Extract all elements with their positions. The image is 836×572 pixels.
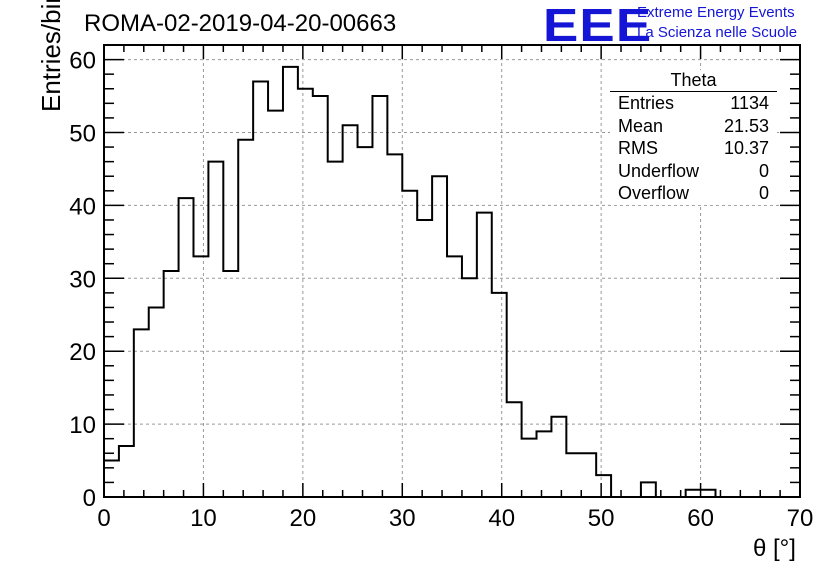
y-axis-label: Entries/bin <box>36 0 66 112</box>
x-tick-label: 10 <box>190 505 217 532</box>
y-tick-label: 20 <box>69 339 96 366</box>
y-tick-label: 40 <box>69 193 96 220</box>
logo-subtitle-line1: Extreme Energy Events <box>637 4 795 21</box>
stats-row-mean: Mean 21.53 <box>610 115 777 138</box>
x-tick-label: 30 <box>389 505 416 532</box>
x-tick-label: 40 <box>488 505 515 532</box>
stats-row-rms: RMS 10.37 <box>610 137 777 160</box>
grid-lines <box>104 45 800 497</box>
stats-label: Mean <box>618 115 664 136</box>
stats-label: Overflow <box>618 183 690 203</box>
stats-row-overflow: Overflow 0 <box>610 182 777 205</box>
y-tick-label: 0 <box>83 485 96 512</box>
histogram-series-line <box>103 65 800 498</box>
x-tick-label: 50 <box>588 505 615 532</box>
x-tick-label: 70 <box>787 505 814 532</box>
stats-value: 21.53 <box>723 115 769 136</box>
chart-title: ROMA-02-2019-04-20-00663 <box>84 10 397 37</box>
stats-label: RMS <box>618 138 658 158</box>
stats-value: 0 <box>758 160 769 181</box>
x-tick-label: 60 <box>687 505 714 532</box>
y-tick-label: 60 <box>69 48 96 75</box>
x-tick-label: 0 <box>97 505 110 532</box>
stats-value: 0 <box>758 183 769 203</box>
stats-title: Theta <box>610 70 777 92</box>
logo-subtitle-line2: La Scienza nelle Scuole <box>637 24 798 41</box>
axis-ticks <box>103 45 801 498</box>
stats-value: 10.37 <box>723 138 769 158</box>
y-tick-label: 30 <box>69 266 96 293</box>
x-axis-label: θ [°] <box>753 535 796 562</box>
stats-box: Theta Entries 1134 Mean 21.53 RMS 10.37 Und… <box>610 70 777 205</box>
eee-logo: EEE <box>543 0 653 51</box>
stats-label: Entries <box>618 93 675 113</box>
stats-value: 1134 <box>730 93 769 113</box>
stats-label: Underflow <box>618 160 700 181</box>
y-tick-label: 50 <box>69 120 96 147</box>
plot-frame <box>103 44 801 498</box>
y-tick-label: 10 <box>69 412 96 439</box>
x-tick-label: 20 <box>290 505 317 532</box>
stats-row-entries: Entries 1134 <box>610 92 777 115</box>
axis-tick-labels: 0 10 20 30 40 50 60 70 0 10 20 30 40 50 60 <box>69 48 813 532</box>
stats-row-underflow: Underflow 0 <box>610 160 777 183</box>
